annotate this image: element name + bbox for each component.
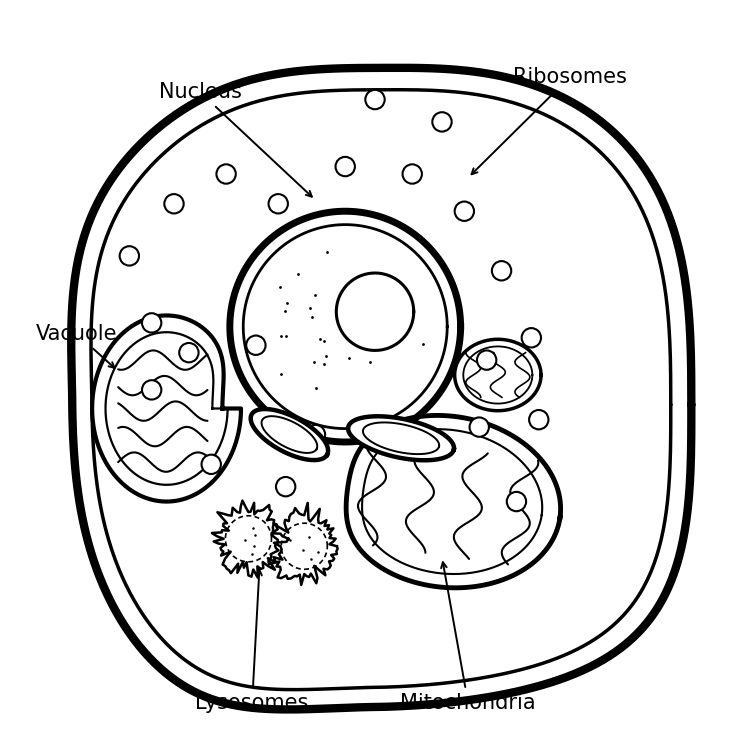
Circle shape	[202, 454, 221, 474]
Polygon shape	[348, 416, 454, 460]
Circle shape	[306, 425, 325, 444]
Circle shape	[335, 157, 355, 176]
Polygon shape	[336, 273, 414, 350]
Circle shape	[142, 380, 161, 400]
Polygon shape	[92, 316, 241, 502]
Polygon shape	[251, 409, 328, 460]
Polygon shape	[268, 503, 338, 585]
Circle shape	[164, 194, 184, 214]
Text: Lysosomes: Lysosomes	[196, 570, 309, 712]
Circle shape	[454, 202, 474, 221]
Circle shape	[403, 164, 422, 184]
Circle shape	[179, 343, 199, 362]
Circle shape	[246, 335, 266, 355]
Polygon shape	[454, 339, 541, 411]
Circle shape	[477, 350, 496, 370]
Circle shape	[529, 410, 548, 429]
Circle shape	[432, 112, 451, 131]
Circle shape	[492, 261, 512, 280]
Circle shape	[142, 314, 161, 332]
Circle shape	[120, 246, 139, 266]
Circle shape	[507, 492, 526, 512]
Polygon shape	[211, 500, 289, 578]
Text: Mitochondria: Mitochondria	[400, 562, 536, 712]
Polygon shape	[346, 416, 560, 588]
Circle shape	[365, 90, 385, 110]
Polygon shape	[71, 68, 692, 710]
Text: Ribosomes: Ribosomes	[472, 68, 626, 174]
Circle shape	[276, 477, 296, 496]
Circle shape	[268, 194, 288, 214]
Circle shape	[470, 418, 489, 436]
Polygon shape	[363, 422, 440, 454]
Circle shape	[217, 164, 236, 184]
Circle shape	[522, 328, 541, 347]
Polygon shape	[262, 416, 317, 453]
Polygon shape	[230, 211, 460, 442]
Text: Nucleus: Nucleus	[158, 82, 312, 196]
Text: Vacuole: Vacuole	[36, 324, 118, 368]
